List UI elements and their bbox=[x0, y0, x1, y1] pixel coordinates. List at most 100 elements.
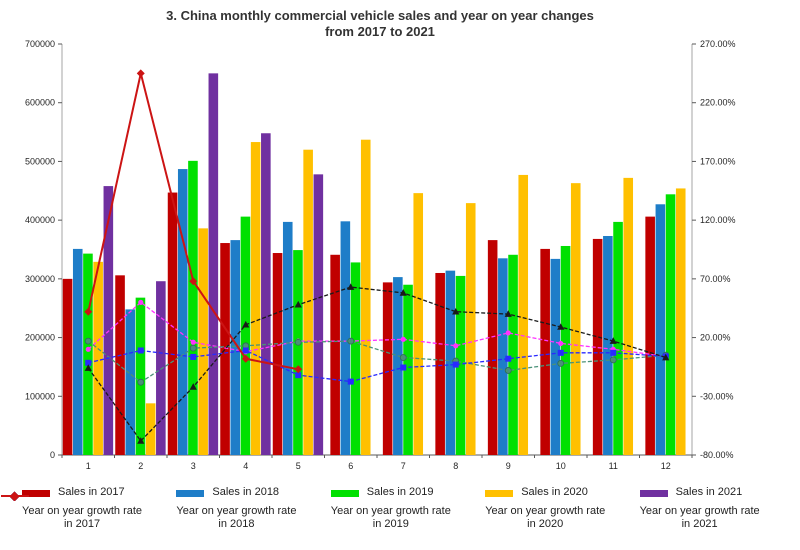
marker-triangle bbox=[347, 283, 355, 290]
marker-circle bbox=[399, 354, 407, 361]
left-axis-tick-label: 400000 bbox=[25, 215, 55, 225]
bar-sales-in-2019 bbox=[293, 250, 303, 455]
marker-square bbox=[557, 349, 564, 356]
bar-sales-in-2018 bbox=[393, 277, 403, 455]
marker-dot bbox=[138, 299, 144, 305]
left-axis-tick-label: 300000 bbox=[25, 274, 55, 284]
line-year-on-year-growth-rate-in-2017 bbox=[87, 301, 666, 358]
bar-sales-in-2019 bbox=[455, 275, 466, 455]
legend-label: Year on year growth rate in 2020 bbox=[485, 505, 606, 531]
bar-sales-in-2018 bbox=[177, 169, 188, 455]
bar-sales-in-2020 bbox=[413, 193, 424, 455]
legend-item-sales-in-2018: Sales in 2018 bbox=[176, 486, 330, 499]
left-axis-tick-label: 200000 bbox=[25, 333, 55, 343]
marker-triangle bbox=[84, 364, 92, 371]
legend-item-year-on-year-growth-rate-in-2018: Year on year growth rate in 2018 bbox=[1, 491, 330, 531]
bar-sales-in-2020 bbox=[250, 142, 261, 456]
legend-label: Sales in 2020 bbox=[521, 486, 588, 498]
marker-square bbox=[347, 378, 354, 385]
legend-label: Sales in 2021 bbox=[675, 486, 743, 498]
legend-item-year-on-year-growth-rate-in-2017: Year on year growth rate in 2017 bbox=[1, 491, 176, 531]
marker-circle bbox=[347, 337, 355, 345]
marker-dot bbox=[558, 340, 564, 347]
bar-sales-in-2021 bbox=[103, 186, 114, 455]
line-year-on-year-growth-rate-in-2020 bbox=[87, 286, 666, 442]
bar-sales-in-2019 bbox=[403, 284, 413, 455]
marker-diamond bbox=[189, 277, 198, 286]
legend-label: Year on year growth rate in 2019 bbox=[330, 505, 451, 531]
x-axis-month-label: 6 bbox=[348, 461, 353, 471]
legend-item-sales-in-2020: Sales in 2020 bbox=[485, 486, 639, 499]
bar-sales-in-2019 bbox=[560, 245, 571, 455]
legend-line-glyph bbox=[1, 491, 29, 501]
chart-title: 3. China monthly commercial vehicle sale… bbox=[0, 8, 760, 41]
bar-sales-in-2020 bbox=[570, 183, 581, 455]
marker-triangle bbox=[189, 383, 197, 390]
left-axis-tick-label: 0 bbox=[50, 450, 55, 460]
marker-circle bbox=[557, 360, 565, 367]
marker-square bbox=[85, 359, 92, 366]
bar-sales-in-2018 bbox=[340, 221, 351, 455]
bar-sales-in-2018 bbox=[498, 258, 508, 455]
marker-dot bbox=[400, 336, 406, 342]
legend: Sales in 2017 Sales in 2018 Sales in 2019 S… bbox=[0, 486, 800, 532]
x-axis-month-label: 9 bbox=[506, 461, 511, 471]
x-axis-month-label: 3 bbox=[191, 461, 196, 471]
bar-sales-in-2019 bbox=[613, 221, 623, 455]
marker-circle bbox=[137, 378, 145, 386]
bar-sales-in-2018 bbox=[282, 221, 293, 455]
marker-square bbox=[400, 364, 407, 371]
marker-triangle bbox=[452, 307, 460, 315]
marker-square bbox=[505, 355, 512, 362]
x-axis-month-label: 1 bbox=[86, 461, 91, 471]
marker-triangle bbox=[504, 310, 512, 317]
legend-item-year-on-year-growth-rate-in-2019: Year on year growth rate in 2019 bbox=[1, 491, 485, 531]
bar-sales-in-2020 bbox=[465, 203, 476, 455]
bar-sales-in-2020 bbox=[145, 403, 156, 455]
marker-triangle bbox=[242, 320, 250, 328]
marker-circle bbox=[294, 338, 302, 346]
marker-dot bbox=[453, 343, 459, 349]
legend-color-chip bbox=[176, 490, 205, 497]
bar-sales-in-2017 bbox=[592, 238, 603, 455]
legend-color-chip bbox=[485, 490, 514, 497]
left-axis-tick-label: 700000 bbox=[25, 39, 55, 49]
chart-title-line2: from 2017 to 2021 bbox=[325, 24, 435, 40]
line-year-on-year-growth-rate-in-2018 bbox=[87, 340, 666, 383]
right-axis-tick-label: -80.00% bbox=[700, 450, 734, 460]
bar-sales-in-2021 bbox=[208, 73, 219, 456]
marker-dot bbox=[190, 339, 196, 345]
marker-diamond bbox=[136, 69, 145, 78]
bar-sales-in-2020 bbox=[198, 228, 208, 455]
right-axis-tick-label: -30.00% bbox=[700, 391, 734, 401]
marker-square bbox=[242, 347, 249, 354]
bar-sales-in-2019 bbox=[83, 253, 93, 455]
right-axis-tick-label: 270.00% bbox=[700, 39, 736, 49]
bar-sales-in-2017 bbox=[330, 254, 340, 455]
line-year-on-year-growth-rate-in-2019 bbox=[88, 349, 666, 383]
right-axis-tick-label: 170.00% bbox=[700, 156, 736, 166]
x-axis-month-label: 2 bbox=[138, 461, 143, 471]
legend-label: Sales in 2019 bbox=[366, 486, 434, 498]
marker-dot bbox=[85, 346, 91, 352]
bar-sales-in-2020 bbox=[623, 177, 634, 455]
legend-color-chip bbox=[639, 490, 668, 497]
bar-sales-in-2019 bbox=[240, 216, 251, 455]
x-axis-month-label: 10 bbox=[556, 461, 566, 471]
marker-diamond bbox=[84, 307, 93, 316]
chart-title-line1: 3. China monthly commercial vehicle sale… bbox=[166, 8, 594, 23]
bar-sales-in-2017 bbox=[487, 240, 498, 455]
bar-sales-in-2018 bbox=[550, 258, 561, 455]
legend-item-year-on-year-growth-rate-in-2021: Year on year growth rate in 2021 bbox=[1, 491, 794, 531]
bar-sales-in-2018 bbox=[230, 240, 241, 455]
bar-sales-in-2017 bbox=[220, 243, 230, 455]
right-axis-tick-label: 70.00% bbox=[700, 274, 731, 284]
bar-sales-in-2017 bbox=[167, 192, 178, 456]
legend-item-year-on-year-growth-rate-in-2020: Year on year growth rate in 2020 bbox=[1, 491, 639, 531]
marker-square bbox=[190, 353, 197, 360]
legend-color-chip bbox=[22, 490, 50, 497]
bar-sales-in-2018 bbox=[603, 236, 613, 455]
bar-sales-in-2018 bbox=[655, 204, 666, 455]
bar-sales-in-2018 bbox=[125, 309, 136, 455]
